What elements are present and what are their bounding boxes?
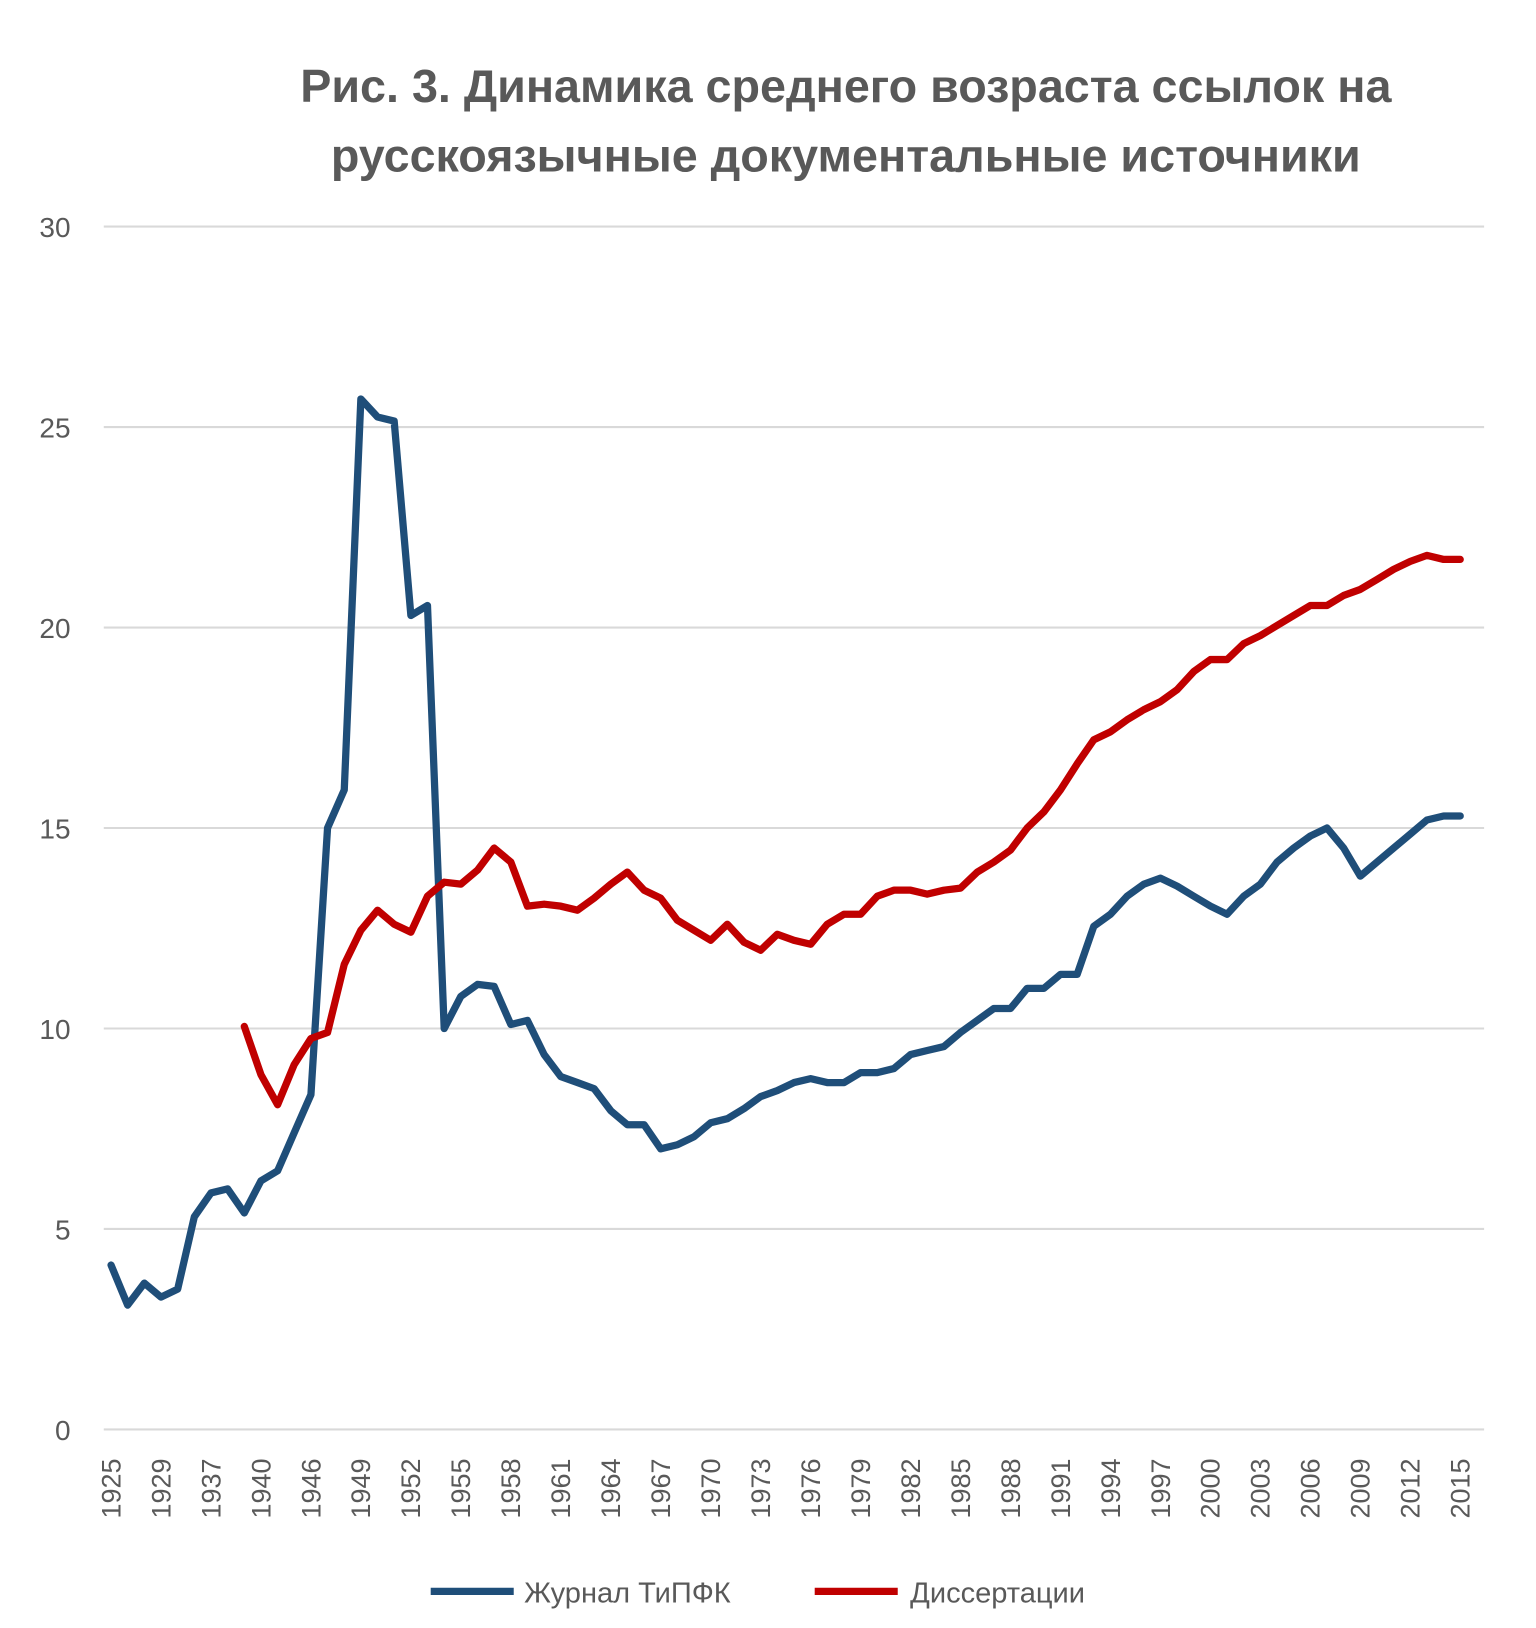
- x-tick-label: 1973: [746, 1458, 776, 1518]
- series-lines: [107, 395, 1464, 1309]
- x-tick-label: 1925: [96, 1458, 126, 1518]
- x-tick-label: 1964: [596, 1458, 626, 1518]
- y-tick-label: 15: [39, 813, 70, 844]
- x-tick-label: 1997: [1146, 1458, 1176, 1518]
- y-tick-label: 30: [39, 212, 70, 243]
- x-tick-label: 2015: [1446, 1458, 1476, 1518]
- x-tick-label: 1940: [246, 1458, 276, 1518]
- y-axis-ticks: 0 5 10 15 20 25 30: [39, 212, 70, 1446]
- legend-label-journal: Журнал ТиПФК: [524, 1578, 731, 1610]
- x-tick-label: 1994: [1096, 1458, 1126, 1518]
- x-tick-label: 1970: [696, 1458, 726, 1518]
- x-axis-ticks: 1925 1929 1937 1940 1946 1949 1952 1955 1958 1961…: [96, 1458, 1475, 1518]
- x-tick-label: 1988: [996, 1458, 1026, 1518]
- y-tick-label: 20: [39, 613, 70, 644]
- legend: Журнал ТиПФК Диссертации: [430, 1578, 1085, 1610]
- x-tick-label: 1976: [796, 1458, 826, 1518]
- y-tick-label: 10: [39, 1014, 70, 1045]
- x-tick-label: 2012: [1396, 1458, 1426, 1518]
- x-tick-label: 1991: [1046, 1458, 1076, 1518]
- x-tick-label: 2006: [1296, 1458, 1326, 1518]
- x-tick-label: 2003: [1246, 1458, 1276, 1518]
- x-tick-label: 1979: [846, 1458, 876, 1518]
- y-tick-label: 0: [55, 1415, 71, 1446]
- x-tick-label: 1961: [546, 1458, 576, 1518]
- x-tick-label: 1952: [396, 1458, 426, 1518]
- chart-title-line-1: Рис. 3. Динамика среднего возраста ссыло…: [300, 60, 1392, 112]
- x-tick-label: 2009: [1346, 1458, 1376, 1518]
- x-tick-label: 1937: [196, 1458, 226, 1518]
- x-tick-label: 1985: [946, 1458, 976, 1518]
- x-tick-label: 1929: [146, 1458, 176, 1518]
- gridlines: [103, 225, 1485, 1431]
- x-tick-label: 1949: [346, 1458, 376, 1518]
- x-tick-label: 1958: [496, 1458, 526, 1518]
- legend-label-dissertations: Диссертации: [910, 1578, 1085, 1610]
- x-tick-label: 1946: [296, 1458, 326, 1518]
- y-tick-label: 5: [55, 1214, 71, 1245]
- chart-title-line-2: русскоязычные документальные источники: [331, 130, 1361, 182]
- x-tick-label: 2000: [1196, 1458, 1226, 1518]
- series-line-dissertations: [240, 551, 1464, 1109]
- series-line-journal: [107, 395, 1464, 1309]
- x-tick-label: 1967: [646, 1458, 676, 1518]
- y-tick-label: 25: [39, 412, 70, 443]
- x-tick-label: 1955: [446, 1458, 476, 1518]
- x-tick-label: 1982: [896, 1458, 926, 1518]
